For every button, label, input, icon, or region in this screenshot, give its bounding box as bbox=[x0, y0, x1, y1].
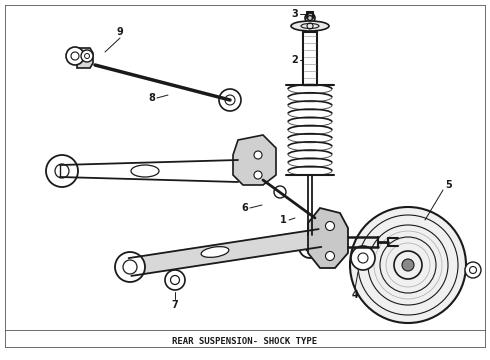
Circle shape bbox=[325, 252, 335, 261]
Text: 5: 5 bbox=[445, 180, 452, 190]
Ellipse shape bbox=[201, 247, 229, 257]
Polygon shape bbox=[129, 229, 321, 276]
Polygon shape bbox=[233, 135, 276, 185]
Circle shape bbox=[299, 236, 321, 258]
Circle shape bbox=[165, 270, 185, 290]
Circle shape bbox=[81, 50, 93, 62]
Ellipse shape bbox=[131, 165, 159, 177]
Circle shape bbox=[254, 151, 262, 159]
Circle shape bbox=[219, 89, 241, 111]
Circle shape bbox=[274, 186, 286, 198]
Circle shape bbox=[115, 252, 145, 282]
Ellipse shape bbox=[291, 21, 329, 31]
Text: 9: 9 bbox=[117, 27, 123, 37]
Circle shape bbox=[465, 262, 481, 278]
Polygon shape bbox=[77, 48, 93, 68]
Text: REAR SUSPENSION- SHOCK TYPE: REAR SUSPENSION- SHOCK TYPE bbox=[172, 338, 318, 346]
Circle shape bbox=[351, 246, 375, 270]
Text: 7: 7 bbox=[172, 300, 178, 310]
Text: 6: 6 bbox=[241, 203, 248, 213]
Text: 8: 8 bbox=[148, 93, 155, 103]
Text: 2: 2 bbox=[291, 55, 298, 65]
Circle shape bbox=[350, 207, 466, 323]
Text: 4: 4 bbox=[352, 290, 358, 300]
Text: 3: 3 bbox=[291, 9, 298, 19]
Circle shape bbox=[66, 47, 84, 65]
Circle shape bbox=[305, 13, 315, 23]
Circle shape bbox=[46, 155, 78, 187]
Polygon shape bbox=[308, 208, 348, 268]
Text: 1: 1 bbox=[280, 215, 287, 225]
Circle shape bbox=[402, 259, 414, 271]
Circle shape bbox=[325, 221, 335, 230]
Circle shape bbox=[254, 171, 262, 179]
